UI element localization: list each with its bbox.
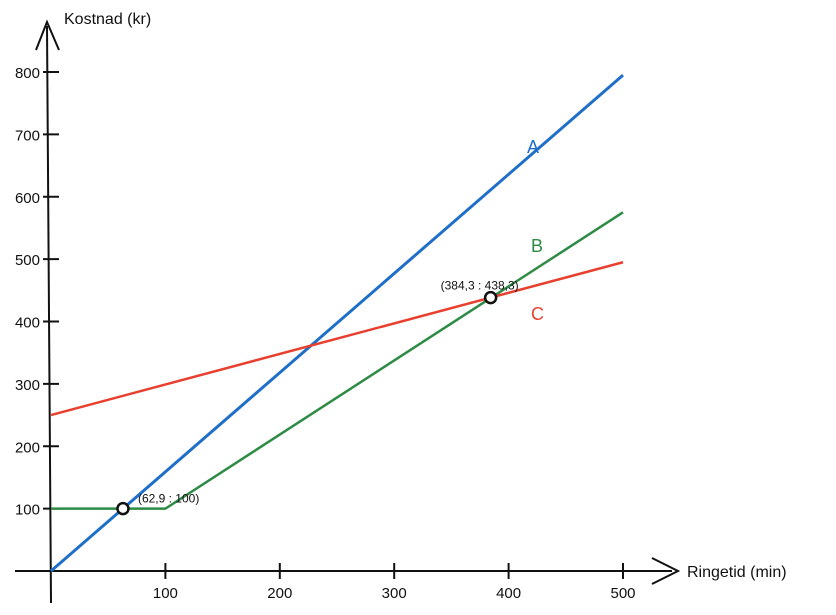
y-tick-label: 300 xyxy=(15,377,40,394)
y-tick-label: 200 xyxy=(15,439,40,456)
y-axis-title: Kostnad (kr) xyxy=(64,11,151,28)
series-label-c: C xyxy=(531,304,544,324)
series-label-a: A xyxy=(527,137,539,157)
series-labels: A B C xyxy=(527,137,544,324)
intersection-point-label: (384,3 : 438,3) xyxy=(441,279,519,293)
series-line-b xyxy=(51,211,624,510)
y-tick-label: 700 xyxy=(15,127,40,144)
series-lines xyxy=(50,73,624,573)
y-axis-line xyxy=(46,25,52,604)
y-tick-label: 600 xyxy=(15,190,40,207)
x-tick-label: 500 xyxy=(610,585,635,602)
series-line-a xyxy=(50,73,624,573)
intersection-point-label: (62,9 : 100) xyxy=(138,492,199,506)
marked-points: (62,9 : 100) (384,3 : 438,3) xyxy=(116,279,519,516)
x-tick-label: 300 xyxy=(382,585,407,602)
series-line-c xyxy=(50,261,624,417)
y-tick-label: 500 xyxy=(15,252,40,269)
series-label-b: B xyxy=(531,236,543,256)
y-tick-label: 400 xyxy=(15,315,40,332)
x-axis-arrowhead xyxy=(651,557,681,585)
intersection-point-marker xyxy=(483,290,498,305)
y-tick-label: 100 xyxy=(15,502,40,519)
x-tick-label: 100 xyxy=(153,585,178,602)
x-tick-label: 200 xyxy=(267,585,292,602)
x-tick-label: 400 xyxy=(496,585,521,602)
ticks: 100 200 300 400 500 100 200 300 400 500 600 700 800 xyxy=(15,65,636,602)
y-tick-label: 800 xyxy=(15,65,40,82)
x-axis-title: Ringetid (min) xyxy=(687,564,787,581)
axes: Kostnad (kr) Ringetid (min) xyxy=(15,11,787,604)
y-axis-arrowhead xyxy=(35,19,60,51)
intersection-point-marker xyxy=(116,501,130,516)
